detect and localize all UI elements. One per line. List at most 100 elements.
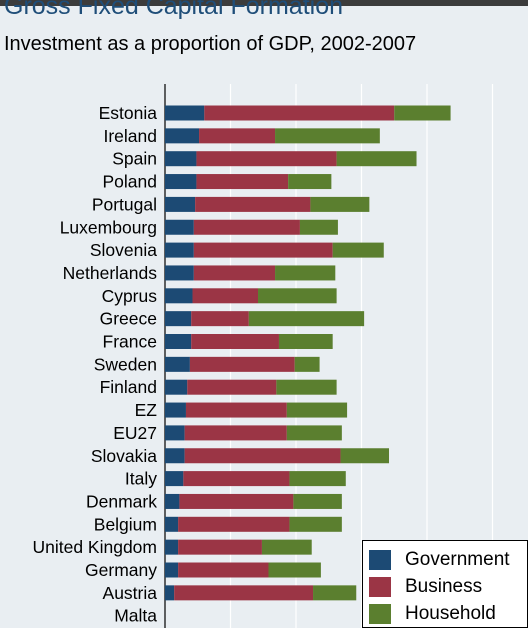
category-label-finland: Finland — [100, 377, 157, 397]
chart-title: Gross Fixed Capital Formation — [4, 0, 344, 20]
legend-label-business: Business — [405, 576, 483, 597]
bar-government-denmark — [165, 493, 180, 509]
bar-business-ez — [185, 402, 287, 418]
category-label-italy: Italy — [125, 469, 157, 489]
bar-business-germany — [178, 562, 269, 578]
bar-business-sweden — [189, 356, 295, 372]
category-label-eu27: EU27 — [113, 423, 157, 443]
bar-household-greece — [248, 311, 365, 327]
bar-business-slovakia — [184, 448, 341, 464]
bar-household-cyprus — [258, 288, 337, 304]
bar-business-cyprus — [192, 288, 259, 304]
bar-government-italy — [165, 471, 184, 487]
bar-household-united-kingdom — [261, 539, 312, 555]
bar-business-austria — [174, 585, 314, 601]
bar-household-portugal — [310, 196, 370, 212]
bar-government-eu27 — [165, 425, 185, 441]
legend-item-government: Government — [369, 548, 510, 572]
category-label-netherlands: Netherlands — [63, 263, 158, 283]
bar-business-slovenia — [193, 242, 333, 258]
category-label-sweden: Sweden — [94, 354, 157, 374]
legend-label-government: Government — [405, 549, 510, 570]
bar-government-spain — [165, 151, 197, 167]
bar-household-slovakia — [340, 448, 390, 464]
legend-item-business: Business — [369, 575, 482, 599]
bar-government-luxembourg — [165, 219, 194, 235]
category-label-denmark: Denmark — [86, 491, 157, 511]
legend-swatch-household — [369, 604, 391, 624]
bar-government-finland — [165, 379, 188, 395]
bar-business-netherlands — [193, 265, 276, 281]
bar-business-estonia — [204, 105, 395, 121]
category-label-france: France — [103, 332, 157, 352]
bar-household-finland — [276, 379, 337, 395]
legend-swatch-business — [369, 577, 391, 597]
bar-business-denmark — [179, 493, 294, 509]
bar-business-france — [191, 334, 279, 349]
bar-household-italy — [289, 471, 346, 487]
bar-household-slovenia — [332, 242, 384, 258]
bar-government-slovenia — [165, 242, 194, 258]
category-label-malta: Malta — [114, 606, 157, 626]
category-label-greece: Greece — [100, 309, 157, 329]
bar-business-spain — [196, 151, 337, 167]
bar-household-austria — [313, 585, 357, 601]
bar-household-germany — [268, 562, 321, 578]
category-label-germany: Germany — [85, 560, 157, 580]
bar-household-netherlands — [275, 265, 336, 281]
category-label-cyprus: Cyprus — [102, 286, 158, 306]
bar-government-sweden — [165, 356, 190, 372]
bar-household-estonia — [394, 105, 451, 121]
bar-business-finland — [187, 379, 277, 395]
category-label-ez: EZ — [135, 400, 158, 420]
bar-government-netherlands — [165, 265, 194, 281]
category-label-luxembourg: Luxembourg — [60, 217, 157, 237]
bar-government-greece — [165, 311, 192, 327]
category-label-poland: Poland — [103, 172, 158, 192]
bar-government-portugal — [165, 196, 196, 212]
legend-label-household: Household — [405, 603, 496, 624]
bar-household-luxembourg — [299, 219, 338, 235]
category-label-slovenia: Slovenia — [90, 240, 157, 260]
bar-household-spain — [336, 151, 417, 167]
bar-government-ireland — [165, 128, 200, 144]
category-label-estonia: Estonia — [99, 103, 158, 123]
bar-government-poland — [165, 174, 197, 190]
bar-business-ireland — [199, 128, 276, 144]
bar-government-cyprus — [165, 288, 193, 304]
bar-government-germany — [165, 562, 179, 578]
legend-swatch-government — [369, 550, 391, 570]
bar-household-belgium — [289, 516, 342, 532]
bar-household-eu27 — [286, 425, 342, 441]
bar-household-ireland — [275, 128, 380, 144]
bar-household-denmark — [293, 493, 342, 509]
category-label-belgium: Belgium — [94, 514, 157, 534]
category-label-united-kingdom: United Kingdom — [32, 537, 157, 557]
bar-household-ez — [286, 402, 348, 418]
chart-subtitle: Investment as a proportion of GDP, 2002-… — [4, 33, 417, 55]
bar-household-sweden — [294, 356, 320, 372]
bar-government-slovakia — [165, 448, 185, 464]
category-label-ireland: Ireland — [103, 126, 157, 146]
bar-business-luxembourg — [193, 219, 300, 235]
bar-business-eu27 — [184, 425, 287, 441]
legend: Government Business Household — [362, 540, 528, 628]
bar-government-belgium — [165, 516, 179, 532]
bar-household-france — [278, 334, 333, 349]
bar-government-estonia — [165, 105, 205, 121]
bar-business-greece — [191, 311, 249, 327]
category-label-spain: Spain — [112, 149, 157, 169]
bar-government-united-kingdom — [165, 539, 179, 555]
bar-government-france — [165, 334, 192, 349]
bar-government-ez — [165, 402, 186, 418]
bar-household-poland — [288, 174, 332, 190]
top-border — [0, 0, 528, 6]
bar-business-united-kingdom — [178, 539, 262, 555]
category-label-slovakia: Slovakia — [91, 446, 157, 466]
legend-item-household: Household — [369, 602, 496, 626]
bar-business-belgium — [178, 516, 290, 532]
bar-business-italy — [183, 471, 290, 487]
bar-business-poland — [196, 174, 289, 190]
